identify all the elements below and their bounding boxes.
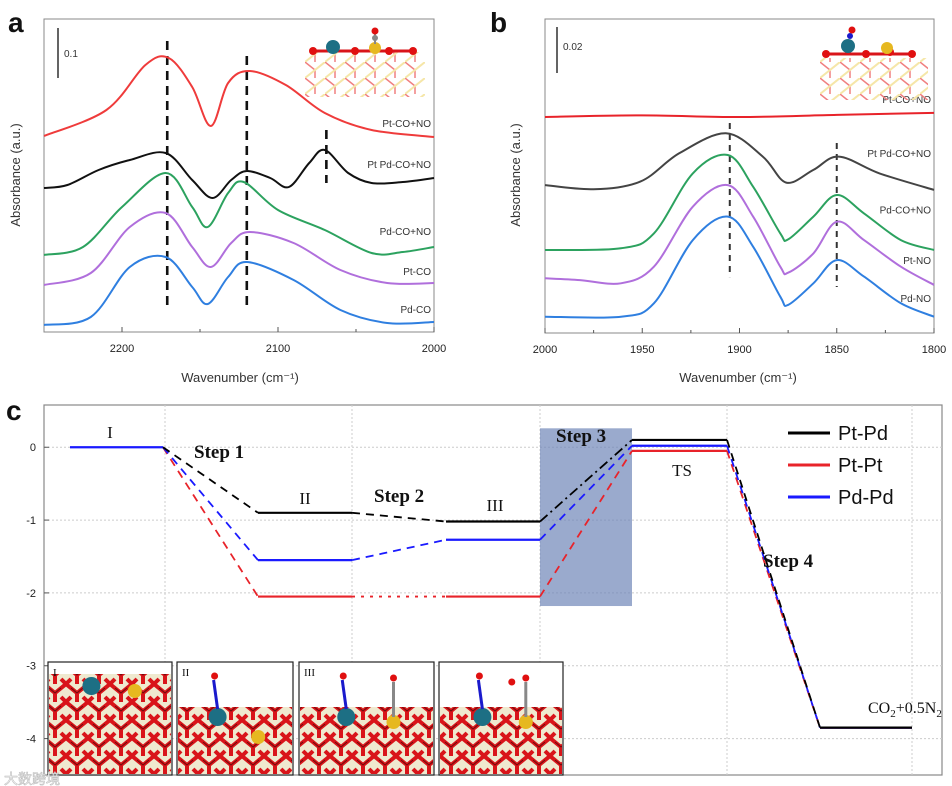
- x-axis-title-b: Wavenumber (cm⁻¹): [679, 370, 797, 385]
- molecule-inset-b-icon: [820, 26, 928, 100]
- structure-inset-2-icon: II: [176, 661, 294, 776]
- scale-bar-label-b: 0.02: [563, 42, 583, 53]
- y-tick-label: -1: [26, 515, 36, 527]
- energy-connector: [539, 445, 633, 541]
- energy-connector: [539, 450, 633, 598]
- state-label-TS: TS: [672, 461, 692, 480]
- x-tick-label: 2200: [110, 343, 134, 355]
- series-line-pt-co-no: [544, 111, 935, 119]
- structure-insets: I II III: [47, 661, 564, 776]
- final-label-part: 2: [936, 708, 942, 720]
- series-line-pd-co-no: [544, 153, 935, 252]
- reference-lines-b: [728, 122, 838, 287]
- series-line-pd-co: [43, 254, 435, 326]
- x-axis-title-a: Wavenumber (cm⁻¹): [181, 370, 299, 385]
- panel-label-b: b: [490, 7, 507, 38]
- energy-connector: [539, 439, 633, 523]
- x-tick-label: 2100: [266, 343, 290, 355]
- x-tick-label: 1900: [727, 344, 751, 356]
- panel-label-c: c: [6, 395, 22, 426]
- step-label-4: Step 4: [763, 551, 814, 572]
- curves-a: [43, 55, 435, 326]
- energy-profiles: [70, 438, 912, 729]
- energy-connector: [162, 446, 259, 598]
- panel-c-chart: 0-1-2-3-4 I II III TS CO2+0.5N2 Step 1 S…: [4, 404, 943, 786]
- final-label-part: +0.5N: [896, 700, 937, 717]
- series-label: Pt-CO+NO: [882, 95, 931, 106]
- panel-b-chart: 2000 1950 1900 1850 1800 Pt-CO+NO Pt Pd-CO+NO…: [508, 18, 946, 385]
- x-tick-label: 2000: [422, 343, 446, 355]
- structure-inset-1-icon: I: [47, 661, 173, 776]
- x-tick-label: 2000: [533, 344, 557, 356]
- series-label: Pt Pd-CO+NO: [367, 160, 431, 171]
- series-line-pt-pd-co-no: [43, 148, 435, 200]
- inset-label: I: [53, 667, 57, 679]
- x-tick-label: 1800: [922, 344, 946, 356]
- reference-lines-a: [165, 41, 328, 308]
- scale-bar-label-a: 0.1: [64, 49, 78, 60]
- series-label: Pt-NO: [903, 256, 931, 267]
- series-label: Pd-CO: [400, 305, 431, 316]
- step-label-2: Step 2: [374, 486, 424, 507]
- final-label-part: 2: [890, 708, 896, 720]
- series-line-pt-co-no: [43, 55, 435, 138]
- energy-connector: [726, 439, 821, 728]
- x-tick-label: 1850: [825, 344, 849, 356]
- step-label-3: Step 3: [556, 426, 606, 447]
- structure-inset-3-icon: III: [298, 661, 435, 776]
- inset-label: II: [182, 667, 190, 679]
- series-label: Pd-CO+NO: [880, 205, 932, 216]
- inset-label: III: [304, 667, 315, 679]
- panel-a-chart: 2200 2100 2000 Pt-CO+NO Pt Pd-CO+NO Pd-CO+NO…: [8, 18, 446, 385]
- energy-connector: [162, 446, 259, 514]
- state-label-II: II: [299, 489, 311, 508]
- watermark: 大数跨境: [4, 771, 60, 786]
- plot-frame-a: [43, 18, 435, 333]
- curves-b: [544, 111, 935, 319]
- series-labels-b: Pt-CO+NO Pt Pd-CO+NO Pd-CO+NO Pt-NO Pd-NO: [867, 95, 931, 305]
- step-label-1: Step 1: [194, 442, 244, 463]
- state-label-III: III: [487, 496, 504, 515]
- energy-connector: [726, 445, 821, 728]
- energy-connector: [351, 538, 447, 562]
- series-label: Pt Pd-CO+NO: [867, 149, 931, 160]
- y-tick-label: -2: [26, 588, 36, 600]
- molecule-inset-a-icon: [305, 27, 425, 97]
- series-line-pd-co-no: [43, 171, 435, 256]
- y-tick-label: -3: [26, 661, 36, 673]
- y-axis-c: 0 -1 -2 -3 -4: [26, 442, 49, 746]
- series-line-pt-no: [544, 183, 935, 286]
- y-tick-label: -4: [26, 734, 36, 746]
- energy-connector: [162, 446, 259, 561]
- legend-c: Pt-Pd Pt-Pt Pd-Pd: [788, 423, 894, 509]
- series-line-pt-pd-co-no: [544, 132, 935, 191]
- series-label: Pd-NO: [900, 294, 931, 305]
- energy-connector: [351, 511, 447, 523]
- y-axis-title-a: Absorbance (a.u.): [8, 123, 23, 226]
- x-tick-label: 1950: [630, 344, 654, 356]
- series-label: Pd-CO+NO: [380, 227, 432, 238]
- legend-label: Pt-Pd: [838, 423, 888, 445]
- legend-label: Pd-Pd: [838, 487, 894, 509]
- structure-inset-4-icon: [438, 661, 564, 776]
- step3-highlight-region: [540, 428, 632, 607]
- x-axis-a: 2200 2100 2000: [110, 327, 446, 355]
- final-label-part: CO: [868, 700, 890, 717]
- panel-label-a: a: [8, 7, 24, 38]
- legend-label: Pt-Pt: [838, 455, 883, 477]
- state-label-final: CO2+0.5N2: [868, 700, 942, 720]
- y-axis-title-b: Absorbance (a.u.): [508, 123, 523, 226]
- series-labels-a: Pt-CO+NO Pt Pd-CO+NO Pd-CO+NO Pt-CO Pd-CO: [367, 119, 431, 316]
- series-line-pt-co: [43, 211, 435, 286]
- y-tick-label: 0: [30, 442, 36, 454]
- series-label: Pt-CO: [403, 267, 431, 278]
- series-label: Pt-CO+NO: [382, 119, 431, 130]
- x-axis-b: 2000 1950 1900 1850 1800: [533, 328, 946, 356]
- state-label-I: I: [107, 423, 113, 442]
- series-line-pd-no: [544, 215, 935, 319]
